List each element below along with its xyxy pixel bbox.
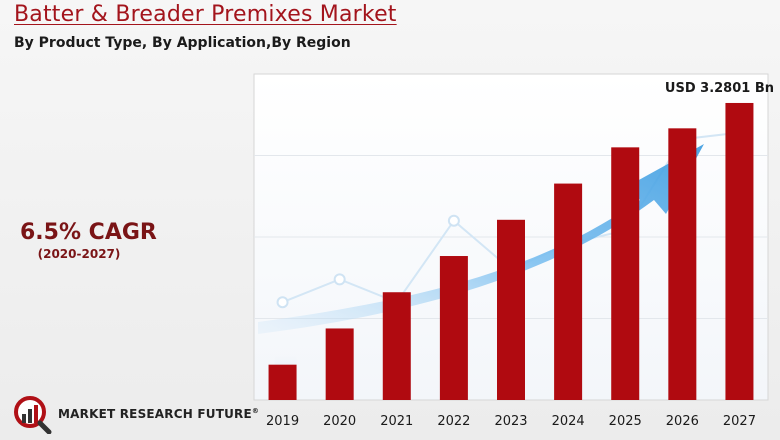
x-tick-label: 2026 bbox=[666, 414, 699, 429]
x-tick-label: 2025 bbox=[609, 414, 642, 429]
bar-2019 bbox=[268, 364, 297, 400]
cagr-value: 6.5% CAGR bbox=[20, 220, 157, 245]
chart-title: Batter & Breader Premixes Market bbox=[14, 2, 397, 27]
bar-2020 bbox=[325, 328, 354, 400]
magnifier-chart-icon bbox=[14, 396, 52, 434]
cagr-callout: 6.5% CAGR (2020-2027) bbox=[20, 220, 157, 261]
value-annotation: USD 3.2801 Bn bbox=[665, 81, 774, 96]
brand-name: MARKET RESEARCH FUTURE® bbox=[58, 407, 260, 421]
chart-subtitle: By Product Type, By Application,By Regio… bbox=[14, 35, 351, 51]
bar-2024 bbox=[554, 183, 583, 400]
bar-2023 bbox=[497, 219, 525, 400]
x-tick-label: 2021 bbox=[380, 414, 413, 429]
ghost-point bbox=[447, 214, 460, 227]
x-tick-label: 2023 bbox=[494, 414, 527, 429]
bar-2025 bbox=[611, 147, 640, 400]
brand-logo: MARKET RESEARCH FUTURE® bbox=[12, 394, 259, 434]
x-tick-label: 2024 bbox=[552, 414, 585, 429]
ghost-point bbox=[333, 273, 346, 286]
cagr-period: (2020-2027) bbox=[37, 247, 121, 261]
ghost-point bbox=[276, 296, 289, 309]
bar-2027 bbox=[725, 102, 754, 400]
bar-2026 bbox=[668, 128, 697, 401]
x-tick-label: 2022 bbox=[437, 414, 470, 429]
bar-2021 bbox=[382, 292, 411, 400]
x-tick-label: 2020 bbox=[323, 414, 356, 429]
x-tick-label: 2027 bbox=[723, 414, 756, 429]
x-tick-label: 2019 bbox=[266, 414, 299, 429]
bar-2022 bbox=[439, 256, 468, 400]
